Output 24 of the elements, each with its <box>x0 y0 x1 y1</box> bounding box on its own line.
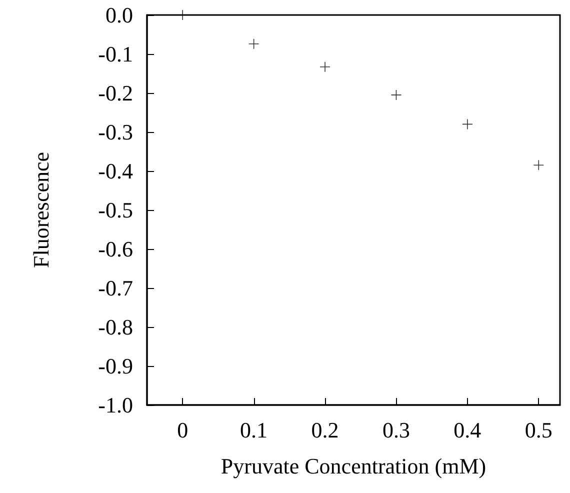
y-tick-label: -0.7 <box>98 276 133 300</box>
point <box>391 90 402 100</box>
point <box>462 119 472 130</box>
point <box>248 38 259 49</box>
y-tick-label: 0.0 <box>106 2 133 28</box>
y-tick-label: -0.2 <box>98 80 133 106</box>
x-axis-title: Pyruvate Concentration (mM) <box>220 454 486 478</box>
y-axis-title: Fluorescence <box>28 152 54 268</box>
y-tick-label: -0.3 <box>98 120 133 144</box>
x-tick-label: 0.4 <box>454 418 482 442</box>
y-tick-label: -0.5 <box>98 198 133 222</box>
x-tick-label: 0.2 <box>311 418 339 442</box>
point <box>320 62 330 72</box>
x-tick-label: 0.1 <box>240 418 268 442</box>
y-tick-label: -0.4 <box>98 158 133 184</box>
y-tick-label: -1.0 <box>98 392 133 418</box>
y-tick-label: -0.9 <box>98 354 133 378</box>
y-tick-label: -0.8 <box>98 314 133 340</box>
x-tick-label: 0 <box>177 418 188 442</box>
x-tick-label: 0.5 <box>524 418 552 442</box>
y-tick-label: -0.6 <box>98 236 133 262</box>
x-tick-label: 0.3 <box>382 418 410 442</box>
y-tick-label: -0.1 <box>98 42 133 66</box>
point <box>534 160 544 170</box>
